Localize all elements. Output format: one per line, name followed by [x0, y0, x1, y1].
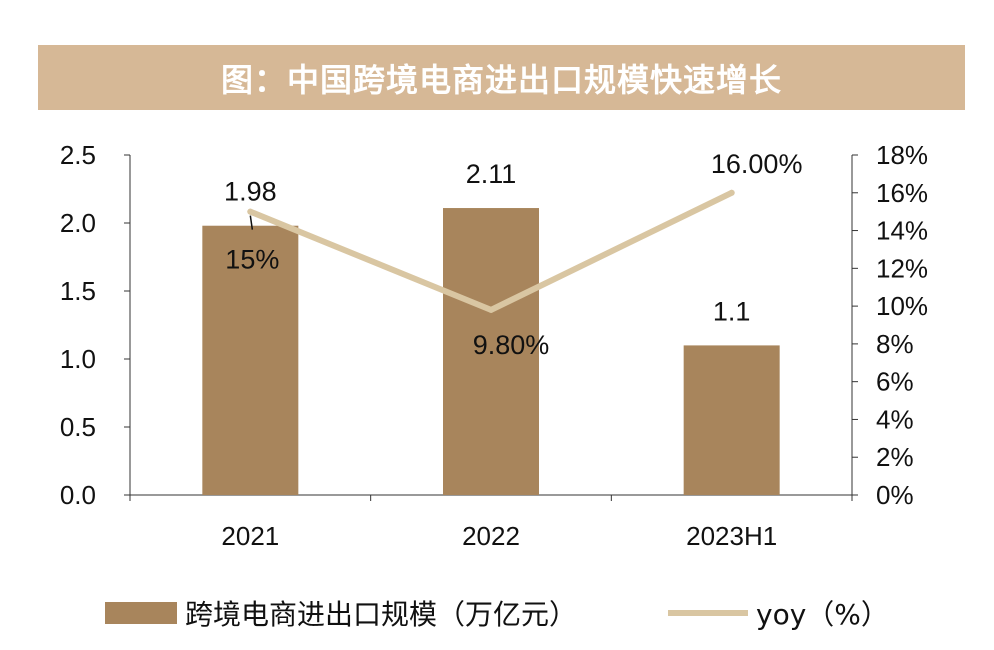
- right-tick-label: 16%: [876, 178, 928, 208]
- yoy-point: [728, 189, 735, 196]
- title-bar: 图：中国跨境电商进出口规模快速增长: [38, 45, 965, 110]
- label-leader-line: [249, 215, 254, 230]
- chart-title: 图：中国跨境电商进出口规模快速增长: [220, 60, 782, 99]
- left-tick-label: 2.5: [60, 140, 96, 170]
- x-tick-label: 2022: [462, 521, 520, 551]
- right-tick-label: 18%: [876, 140, 928, 170]
- x-tick-label: 2021: [221, 521, 279, 551]
- left-tick-label: 1.5: [60, 276, 96, 306]
- combo-chart: 0.0 0.5 1.0 1.5 2.0 2.5 0% 2% 4% 6% 8% 10% 12% 14% 16%…: [60, 140, 928, 551]
- right-tick-label: 4%: [876, 404, 914, 434]
- bar: [202, 225, 299, 495]
- right-tick-label: 12%: [876, 253, 928, 283]
- line-data-label: 9.80%: [473, 330, 550, 360]
- yoy-point: [247, 208, 254, 215]
- bar-data-label: 1.98: [224, 177, 277, 207]
- legend-swatch-bar: [105, 602, 177, 624]
- legend-label-line: yoy（%）: [756, 598, 889, 631]
- right-tick-label: 2%: [876, 442, 914, 472]
- legend-swatch-line: [668, 610, 748, 616]
- bar-data-label: 2.11: [466, 159, 517, 189]
- right-tick-label: 0%: [876, 480, 914, 510]
- left-tick-label: 0.5: [60, 412, 96, 442]
- right-tick-label: 6%: [876, 367, 914, 397]
- legend-item-line: yoy（%）: [668, 588, 889, 638]
- bar-data-label: 1.1: [713, 296, 751, 326]
- left-tick-label: 0.0: [60, 480, 96, 510]
- line-data-label: 15%: [225, 245, 279, 275]
- left-tick-label: 2.0: [60, 208, 96, 238]
- x-tick-label: 2023H1: [686, 521, 777, 551]
- line-data-label: 16.00%: [711, 149, 803, 179]
- yoy-point: [488, 306, 494, 313]
- left-tick-label: 1.0: [60, 344, 96, 374]
- right-tick-label: 14%: [876, 216, 928, 246]
- legend: 跨境电商进出口规模（万亿元） yoy（%）: [0, 588, 994, 638]
- right-tick-label: 8%: [876, 329, 914, 359]
- bar: [443, 208, 539, 496]
- legend-item-bar: 跨境电商进出口规模（万亿元）: [105, 588, 577, 638]
- bar: [683, 345, 780, 495]
- right-tick-label: 10%: [876, 291, 928, 321]
- legend-label-bar: 跨境电商进出口规模（万亿元）: [185, 598, 578, 631]
